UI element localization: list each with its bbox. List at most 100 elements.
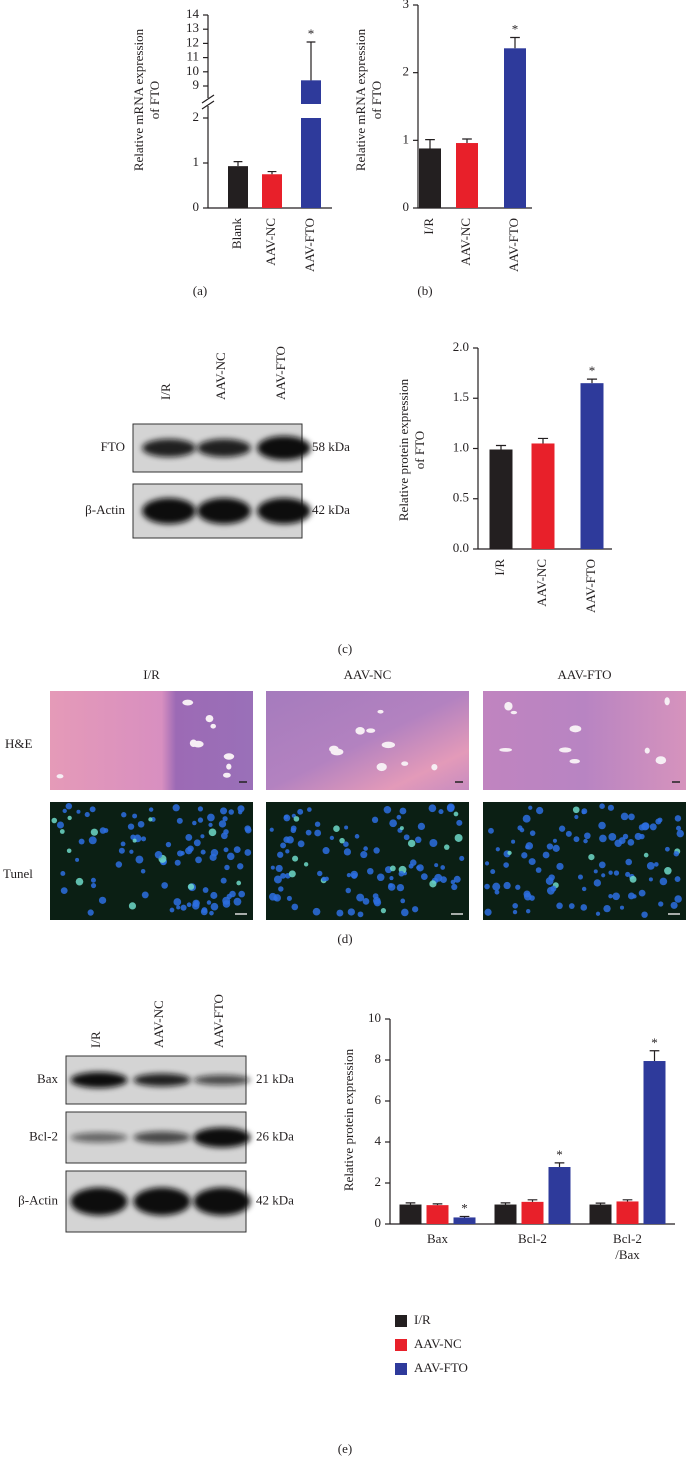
nucleus — [292, 855, 299, 862]
nucleus — [546, 886, 555, 895]
nucleus — [399, 826, 404, 831]
error-bar — [527, 1199, 538, 1202]
he-vessel — [210, 723, 216, 729]
he-vessel — [223, 753, 235, 760]
nucleus — [372, 896, 381, 905]
y-tick-label: 8 — [375, 1051, 382, 1066]
y-axis-label: Relative mRNA expression — [353, 28, 368, 171]
nucleus — [343, 848, 352, 856]
nucleus — [293, 816, 300, 822]
nucleus — [490, 869, 496, 875]
nucleus — [285, 849, 290, 854]
nucleus — [206, 900, 212, 905]
nucleus — [603, 904, 611, 913]
blot-band — [133, 1187, 191, 1216]
nucleus — [165, 841, 172, 848]
nucleus — [407, 839, 416, 848]
bar — [521, 1201, 544, 1224]
nucleus — [512, 909, 518, 915]
nucleus — [336, 909, 344, 917]
nucleus — [434, 863, 439, 868]
caption: (c) — [338, 641, 352, 656]
nucleus — [581, 886, 587, 892]
nucleus — [244, 849, 252, 856]
error-bar — [586, 378, 598, 384]
blot-band — [257, 498, 311, 524]
nucleus — [60, 887, 68, 895]
y-tick-label: 13 — [186, 20, 199, 35]
nucleus — [303, 862, 309, 867]
nucleus — [192, 820, 197, 826]
nucleus — [522, 814, 531, 823]
nucleus — [200, 849, 206, 855]
nucleus — [317, 870, 323, 877]
nucleus — [488, 827, 494, 834]
nucleus — [220, 807, 228, 815]
nucleus — [450, 879, 456, 885]
nucleus — [307, 807, 312, 812]
he-vessel — [504, 701, 513, 711]
nucleus — [192, 902, 200, 910]
y-tick-label: 10 — [368, 1010, 381, 1025]
nucleus — [60, 871, 66, 876]
y-tick-label: 3 — [403, 0, 410, 11]
y-tick-label: 11 — [186, 49, 199, 64]
nucleus — [345, 887, 351, 894]
nucleus — [580, 904, 588, 911]
x-tick-label: AAV-FTO — [302, 218, 317, 272]
nucleus — [526, 909, 531, 914]
nucleus — [128, 902, 137, 910]
nucleus — [428, 804, 437, 813]
nucleus — [412, 906, 419, 913]
bar — [580, 383, 604, 549]
nucleus — [161, 882, 168, 889]
nucleus — [51, 817, 58, 824]
bar — [616, 1201, 639, 1224]
nucleus — [389, 876, 394, 881]
nucleus — [674, 815, 682, 822]
nucleus — [62, 808, 67, 814]
nucleus — [273, 894, 281, 902]
he-vessel — [664, 697, 670, 706]
nucleus — [174, 859, 181, 866]
nucleus — [507, 850, 512, 855]
lane-label: AAV-NC — [213, 352, 228, 400]
nucleus — [429, 839, 438, 847]
nucleus — [275, 864, 283, 872]
nucleus — [269, 827, 274, 832]
he-vessel — [366, 728, 376, 733]
nucleus — [238, 810, 243, 815]
y-tick-label: 0.5 — [453, 490, 469, 505]
y-tick-label: 0 — [403, 199, 410, 214]
nucleus — [373, 847, 380, 854]
blot-band — [197, 439, 251, 457]
nucleus — [503, 881, 511, 890]
nucleus — [344, 825, 349, 830]
y-tick-label: 2 — [193, 109, 200, 124]
nucleus — [222, 816, 228, 822]
bar — [426, 1205, 449, 1224]
nucleus — [583, 838, 588, 844]
nucleus — [420, 873, 428, 881]
nucleus — [280, 842, 287, 849]
nucleus — [376, 873, 385, 882]
nucleus — [233, 897, 242, 906]
bar — [262, 174, 282, 208]
tunel-image — [50, 802, 253, 920]
row-label: Bcl-2 — [29, 1128, 58, 1143]
bar — [494, 1204, 517, 1224]
error-bar — [500, 1202, 511, 1205]
nucleus — [333, 825, 340, 832]
nucleus — [670, 901, 678, 909]
nucleus — [429, 880, 437, 888]
bar — [548, 1167, 571, 1224]
bar — [228, 166, 248, 208]
nucleus — [84, 812, 90, 818]
row-label: β-Actin — [85, 502, 125, 517]
nucleus — [593, 869, 598, 874]
nucleus — [154, 850, 163, 859]
nucleus — [76, 809, 81, 814]
nucleus — [193, 839, 201, 847]
tunel-image — [483, 802, 686, 920]
nucleus — [643, 852, 649, 858]
